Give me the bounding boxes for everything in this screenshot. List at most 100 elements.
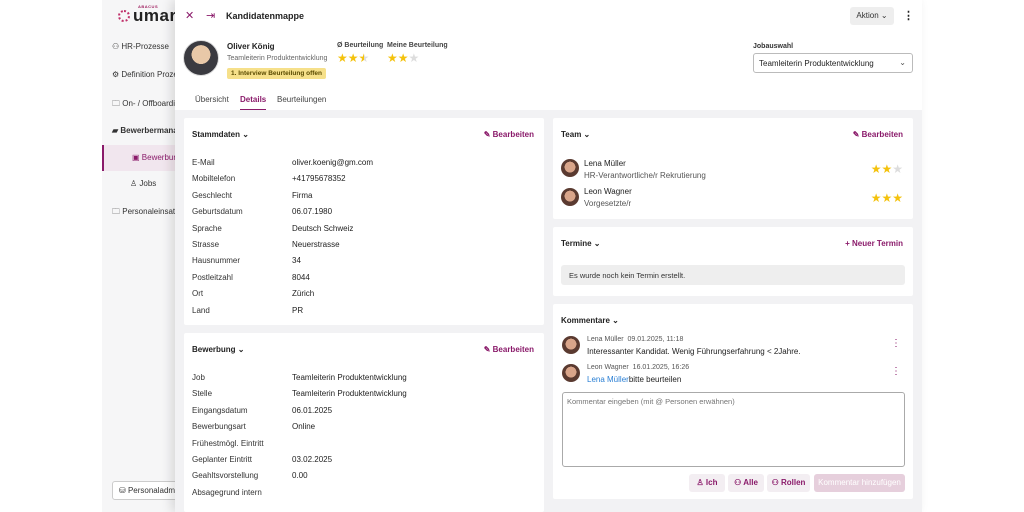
termine-card: Termine ⌄ + Neuer Termin Es wurde noch k… [553,227,913,296]
team-edit-button[interactable]: ✎ Bearbeiten [852,130,903,139]
collapse-panel-icon[interactable]: ⇥ [206,10,216,22]
close-icon[interactable]: ✕ [185,10,195,22]
team-member-role: Vorgesetzte/r [584,199,632,208]
comment-more-icon[interactable]: ⋮ [891,366,901,377]
sidebar-item-onboarding[interactable]: 🗀 On- / Offboarding [112,99,182,108]
field-label: Mobiltelefon [192,174,236,184]
bewerbung-title[interactable]: Bewerbung ⌄ [192,345,245,354]
job-select[interactable]: Teamleiterin Produktentwicklung ⌄ [753,53,913,73]
field-label: Bewerbungsart [192,422,246,432]
field-value: Zürich [292,289,315,299]
field-value: 8044 [292,272,310,282]
panel-title: Kandidatenmappe [226,11,305,21]
field-label: Job [192,373,205,382]
stammdaten-title[interactable]: Stammdaten ⌄ [192,130,249,139]
sidebar: ABACUS umar ⚇ HR-Prozesse ⚙ Definition Pr… [102,0,182,512]
team-member-role: HR-Verantwortliche/r Rekrutierung [584,171,706,180]
empty-state: Es wurde noch kein Termin erstellt. [561,265,905,285]
stammdaten-card: Stammdaten ⌄ ✎ Bearbeiten E-Mail oliver.k… [184,118,544,325]
personaladmin-button[interactable]: ⛁ Personaladministration [112,481,182,500]
tab-uebersicht[interactable]: Übersicht [195,95,229,104]
field-label: Hausnummer [192,256,241,266]
field-value: 0.00 [292,471,308,481]
field-value: 03.02.2025 [292,455,333,464]
add-comment-button[interactable]: Kommentar hinzufügen [814,474,905,492]
candidate-panel: ✕ ⇥ Kandidatenmappe Aktion ⌄ ⋮ Oliver Kö… [175,0,922,512]
sidebar-item-definition[interactable]: ⚙ Definition Prozesse [112,70,182,79]
field-label: Postleitzahl [192,272,233,282]
avatar [561,188,579,206]
stack-icon: ⛁ [119,486,128,495]
field-label: Geahltsvorstellung [192,471,259,481]
logo: ABACUS umar [118,4,177,26]
sidebar-item-hr-prozesse[interactable]: ⚇ HR-Prozesse [112,42,169,51]
field-label: Eingangsdatum [192,405,248,415]
sidebar-item-bewerbungen[interactable]: ▣ Bewerbungen [102,145,182,171]
field-value: Teamleiterin Produktentwicklung [292,389,407,399]
new-termin-button[interactable]: + Neuer Termin [845,239,903,248]
comment-text: Interessanter Kandidat. Wenig Führungser… [587,347,801,356]
kommentare-title[interactable]: Kommentare ⌄ [561,316,619,325]
stammdaten-edit-button[interactable]: ✎ Bearbeiten [483,130,534,139]
field-value: 06.01.2025 [292,405,333,415]
field-label: Geschlecht [192,190,233,200]
termine-title[interactable]: Termine ⌄ [561,239,601,248]
team-title[interactable]: Team ⌄ [561,130,591,139]
field-label: Sprache [192,223,222,233]
comment-input[interactable] [562,392,905,467]
field-label: Absagegrund intern [192,487,262,497]
all-button[interactable]: ⚇ Alle [728,474,764,492]
person-icon: ♙ [130,179,140,188]
folder-open-icon: ▰ [112,126,121,135]
rating-stars: ★★★ [870,162,903,176]
chevron-down-icon: ⌄ [899,58,906,67]
team-member-name: Lena Müller [584,159,626,168]
field-value: oliver.koenig@gm.com [292,158,374,167]
avatar [561,159,579,177]
field-label: E-Mail [192,158,215,167]
bewerbung-card: Bewerbung ⌄ ✎ Bearbeiten Job Teamleiterin… [184,333,544,512]
more-icon[interactable]: ⋮ [903,10,914,22]
field-value: Neuerstrasse [292,240,340,249]
comment-more-icon[interactable]: ⋮ [891,338,901,349]
my-rating-stars[interactable]: ★★★ [387,51,420,65]
folder-icon: 🗀 [112,99,123,108]
tab-details[interactable]: Details [240,95,267,111]
tab-beurteilungen[interactable]: Beurteilungen [277,95,327,104]
roles-button[interactable]: ⚇ Rollen [767,474,810,492]
folder-icon: 🗀 [112,207,123,216]
avatar [562,336,580,354]
team-member-name: Leon Wagner [584,187,632,196]
id-card-icon: ▣ [132,153,142,162]
bewerbung-edit-button[interactable]: ✎ Bearbeiten [483,345,534,354]
my-rating-label: Meine Beurteilung [387,42,448,49]
field-value: +41795678352 [292,174,346,184]
comment-meta: Leon Wagner 16.01.2025, 16:26 [587,364,690,371]
comment-text: Lena Müllerbitte beurteilen [587,375,682,384]
job-select-label: Jobauswahl [753,43,794,50]
field-value: 06.07.1980 [292,207,333,217]
avatar [562,364,580,382]
field-label: Strasse [192,240,220,249]
field-value: Deutsch Schweiz [292,223,354,233]
field-label: Geplanter Eintritt [192,455,253,464]
rating-stars: ★★★ [870,191,903,205]
mention-link[interactable]: Lena Müller [587,375,629,384]
kommentare-card: Kommentare ⌄ Lena Müller 09.01.2025, 11:… [553,304,913,499]
field-value: 34 [292,256,301,266]
comment-meta: Lena Müller 09.01.2025, 11:18 [587,336,684,343]
candidate-name: Oliver König [227,42,275,51]
field-label: Geburtsdatum [192,207,243,217]
field-value: PR [292,305,304,315]
sidebar-item-personaleinsatz[interactable]: 🗀 Personaleinsatz [112,207,180,216]
sidebar-item-jobs[interactable]: ♙ Jobs [130,179,157,188]
candidate-role: Teamleiterin Produktentwicklung [227,55,328,62]
team-card: Team ⌄ ✎ Bearbeiten Lena Müller HR-Veran… [553,118,913,219]
avg-rating-stars: ★★★ [337,51,370,65]
field-value: Online [292,422,316,432]
me-button[interactable]: ♙ Ich [689,474,725,492]
field-value: Firma [292,190,313,200]
sidebar-item-bewerbermanagement[interactable]: ▰ Bewerbermanagement [112,126,182,135]
users-icon: ⚇ [112,42,122,51]
aktion-button[interactable]: Aktion ⌄ [850,7,894,25]
